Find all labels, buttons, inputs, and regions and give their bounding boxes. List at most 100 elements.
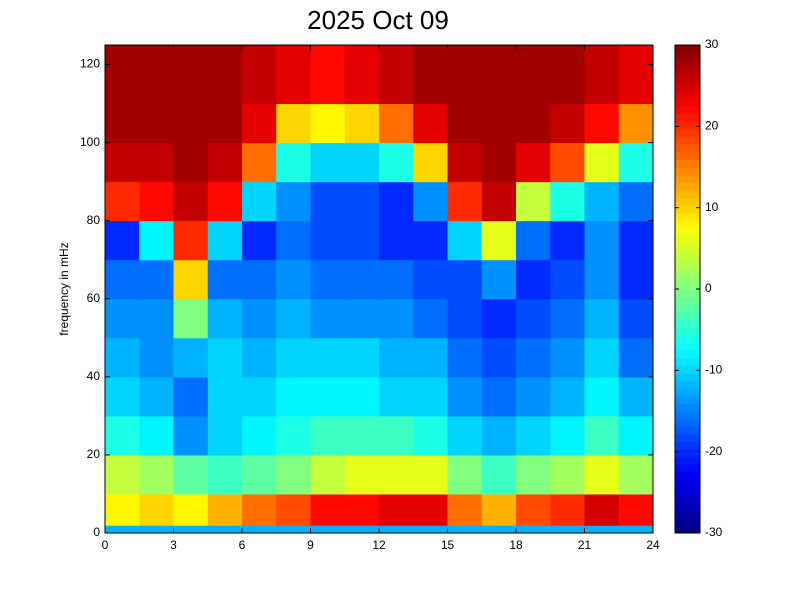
colorbar-segment: [675, 60, 700, 69]
colorbar-segment: [675, 235, 700, 244]
colorbar-segment: [675, 319, 700, 328]
heatmap-cell: [105, 45, 140, 105]
heatmap-cell: [413, 45, 448, 105]
heatmap-cell: [173, 376, 209, 417]
x-tick-label: 21: [578, 538, 592, 552]
x-tick-label: 0: [102, 538, 109, 552]
heatmap-cell: [173, 181, 209, 222]
x-tick-label: 18: [509, 538, 523, 552]
heatmap-cell: [447, 415, 483, 456]
heatmap-cell: [207, 181, 243, 222]
y-tick-label: 40: [87, 369, 101, 383]
heatmap-cell: [139, 337, 174, 378]
colorbar-segment: [675, 334, 700, 343]
heatmap-cell: [481, 493, 517, 526]
heatmap-cell: [344, 337, 380, 378]
heatmap-cell: [173, 525, 209, 534]
colorbar-segment: [675, 250, 700, 259]
heatmap-cell: [139, 493, 174, 526]
heatmap-cell: [310, 298, 346, 339]
colorbar-segment: [675, 151, 700, 160]
heatmap-cell: [516, 493, 551, 526]
colorbar-segment: [675, 525, 700, 534]
colorbar-tick-label: 20: [705, 119, 719, 133]
heatmap-cell: [413, 142, 448, 183]
heatmap-cell: [105, 298, 140, 339]
heatmap-cell: [207, 337, 243, 378]
colorbar-segment: [675, 45, 700, 54]
y-tick-label: 80: [87, 213, 101, 227]
colorbar-segment: [675, 266, 700, 275]
heatmap-cell: [344, 181, 380, 222]
colorbar-segment: [675, 113, 700, 122]
colorbar-segment: [675, 510, 700, 519]
heatmap-cell: [447, 103, 483, 144]
heatmap-cell: [584, 454, 620, 495]
heatmap-cell: [276, 220, 311, 261]
heatmap-cell: [379, 103, 414, 144]
colorbar-segment: [675, 205, 700, 214]
heatmap-cell: [550, 298, 585, 339]
heatmap-cell: [481, 454, 517, 495]
colorbar-segment: [675, 189, 700, 198]
heatmap-cell: [344, 142, 380, 183]
y-tick-label: 60: [87, 291, 101, 305]
y-tick-label: 0: [93, 525, 100, 539]
heatmap-cell: [344, 454, 380, 495]
heatmap-cell: [584, 142, 620, 183]
colorbar-segment: [675, 517, 700, 526]
heatmap-cell: [379, 525, 414, 534]
y-tick-label: 20: [87, 447, 101, 461]
heatmap-cell: [139, 45, 174, 105]
heatmap-cell: [310, 45, 346, 105]
colorbar-segment: [675, 380, 700, 389]
heatmap-cell: [139, 142, 174, 183]
heatmap-cell: [139, 181, 174, 222]
heatmap-cell: [516, 376, 551, 417]
heatmap-cell: [207, 525, 243, 534]
heatmap-cell: [344, 298, 380, 339]
heatmap-cell: [618, 45, 654, 105]
colorbar-segment: [675, 304, 700, 313]
heatmap-cell: [105, 142, 140, 183]
heatmap-cell: [379, 45, 414, 105]
heatmap-cell: [207, 259, 243, 300]
heatmap-cell: [550, 103, 585, 144]
heatmap-cell: [618, 298, 654, 339]
heatmap-cell: [173, 142, 209, 183]
heatmap-cell: [516, 259, 551, 300]
heatmap-cell: [584, 376, 620, 417]
heatmap-cell: [173, 45, 209, 105]
heatmap-cell: [379, 181, 414, 222]
heatmap-cell: [413, 181, 448, 222]
colorbar-segment: [675, 388, 700, 397]
heatmap-cell: [413, 298, 448, 339]
heatmap-cell: [584, 181, 620, 222]
heatmap-cell: [447, 142, 483, 183]
heatmap-cell: [344, 525, 380, 534]
heatmap-cell: [550, 493, 585, 526]
colorbar-segment: [675, 449, 700, 458]
heatmap-cell: [447, 181, 483, 222]
heatmap-cell: [139, 298, 174, 339]
colorbar-segment: [675, 106, 700, 115]
colorbar-segment: [675, 311, 700, 320]
heatmap-cell: [550, 181, 585, 222]
heatmap-cell: [550, 337, 585, 378]
heatmap-cell: [516, 298, 551, 339]
colorbar-segment: [675, 83, 700, 92]
heatmap-cell: [413, 220, 448, 261]
heatmap-cell: [584, 45, 620, 105]
heatmap-cell: [516, 181, 551, 222]
heatmap-cell: [344, 376, 380, 417]
heatmap-cell: [516, 337, 551, 378]
heatmap-cell: [516, 415, 551, 456]
colorbar-segment: [675, 52, 700, 61]
colorbar-segment: [675, 494, 700, 503]
colorbar-segment: [675, 372, 700, 381]
heatmap-cell: [413, 103, 448, 144]
heatmap-cell: [516, 454, 551, 495]
heatmap-cell: [618, 337, 654, 378]
heatmap-cell: [618, 220, 654, 261]
heatmap-cell: [516, 142, 551, 183]
